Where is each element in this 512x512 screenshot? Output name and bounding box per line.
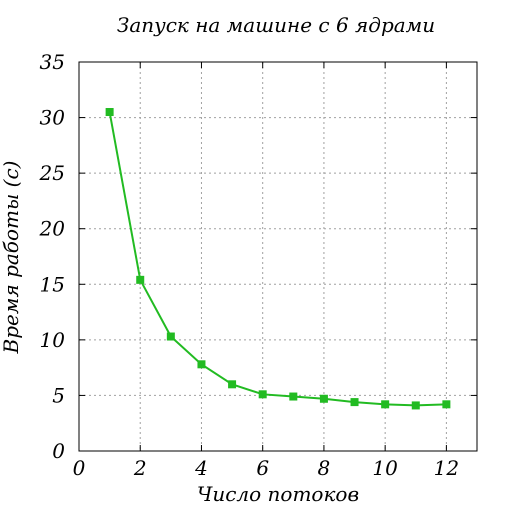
data-point (258, 390, 267, 399)
data-point (381, 400, 390, 409)
y-tick-label: 35 (40, 50, 65, 74)
x-tick-label: 8 (318, 456, 331, 480)
x-tick-label: 0 (73, 456, 86, 480)
data-point (442, 400, 451, 409)
data-point (319, 394, 328, 403)
x-tick-label: 12 (434, 456, 459, 480)
y-tick-label: 10 (40, 328, 66, 352)
y-tick-labels: 0 5 10 15 20 25 30 35 (39, 50, 66, 463)
x-tick-label: 4 (194, 456, 208, 480)
data-point (411, 401, 420, 410)
x-axis-label: Число потоков (197, 482, 359, 506)
x-tick-labels: 0 2 4 6 8 10 12 (73, 456, 459, 480)
y-tick-label: 20 (39, 217, 66, 241)
x-tick-label: 6 (256, 456, 269, 480)
y-tick-label: 0 (52, 439, 65, 463)
grid-lines (79, 62, 477, 451)
y-axis-label: Время работы (с) (0, 161, 23, 355)
axis-ticks (78, 61, 477, 452)
y-tick-label: 5 (52, 383, 65, 407)
data-point (166, 332, 175, 341)
y-tick-label: 30 (40, 106, 66, 130)
data-point (197, 360, 206, 369)
data-point (350, 398, 359, 407)
x-tick-label: 10 (372, 456, 398, 480)
chart-title: Запуск на машине с 6 ядрами (117, 13, 435, 37)
y-tick-label: 25 (39, 161, 65, 185)
plot-frame (78, 61, 478, 452)
series-line (108, 111, 447, 407)
series-layer (105, 108, 451, 410)
data-point (228, 380, 237, 389)
data-point (289, 392, 298, 401)
data-point (136, 275, 145, 284)
y-tick-label: 15 (40, 272, 65, 296)
data-point (105, 108, 114, 117)
x-tick-label: 2 (133, 456, 147, 480)
